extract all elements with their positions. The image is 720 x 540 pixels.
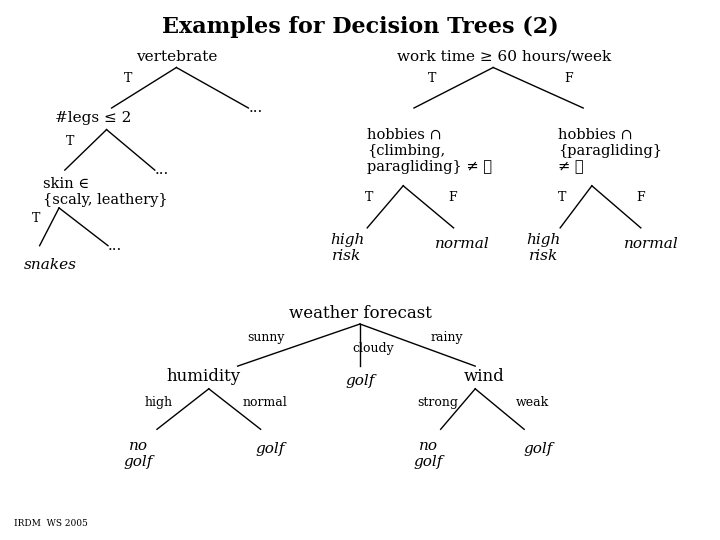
Text: no
golf: no golf xyxy=(414,438,443,469)
Text: T: T xyxy=(364,191,373,204)
Text: F: F xyxy=(636,191,645,204)
Text: hobbies ∩
{paragliding}
≠ ∅: hobbies ∩ {paragliding} ≠ ∅ xyxy=(558,128,662,174)
Text: snakes: snakes xyxy=(24,258,77,272)
Text: T: T xyxy=(428,72,436,85)
Text: no
golf: no golf xyxy=(124,438,153,469)
Text: humidity: humidity xyxy=(166,368,240,386)
Text: work time ≥ 60 hours/week: work time ≥ 60 hours/week xyxy=(397,50,611,64)
Text: cloudy: cloudy xyxy=(352,342,394,355)
Text: hobbies ∩
{climbing,
paragliding} ≠ ∅: hobbies ∩ {climbing, paragliding} ≠ ∅ xyxy=(367,128,492,174)
Text: normal: normal xyxy=(435,237,490,251)
Text: IRDM  WS 2005: IRDM WS 2005 xyxy=(14,519,89,528)
Text: wind: wind xyxy=(464,368,504,386)
Text: golf: golf xyxy=(524,442,553,456)
Text: F: F xyxy=(564,72,573,85)
Text: vertebrate: vertebrate xyxy=(135,50,217,64)
Text: high: high xyxy=(144,396,173,409)
Text: ...: ... xyxy=(155,163,169,177)
Text: high
risk: high risk xyxy=(526,233,561,264)
Text: #legs ≤ 2: #legs ≤ 2 xyxy=(55,111,132,125)
Text: T: T xyxy=(32,212,40,225)
Text: normal: normal xyxy=(624,237,679,251)
Text: sunny: sunny xyxy=(248,331,285,344)
Text: skin ∈
{scaly, leathery}: skin ∈ {scaly, leathery} xyxy=(43,177,168,207)
Text: T: T xyxy=(66,135,75,148)
Text: F: F xyxy=(448,191,456,204)
Text: normal: normal xyxy=(243,396,287,409)
Text: T: T xyxy=(557,191,566,204)
Text: weather forecast: weather forecast xyxy=(289,305,431,322)
Text: ...: ... xyxy=(248,101,263,115)
Text: ...: ... xyxy=(108,239,122,253)
Text: golf: golf xyxy=(256,442,284,456)
Text: golf: golf xyxy=(346,374,374,388)
Text: weak: weak xyxy=(516,396,549,409)
Text: T: T xyxy=(124,72,132,85)
Text: high
risk: high risk xyxy=(330,233,364,264)
Text: strong: strong xyxy=(418,396,458,409)
Text: Examples for Decision Trees (2): Examples for Decision Trees (2) xyxy=(161,16,559,38)
Text: rainy: rainy xyxy=(430,331,463,344)
